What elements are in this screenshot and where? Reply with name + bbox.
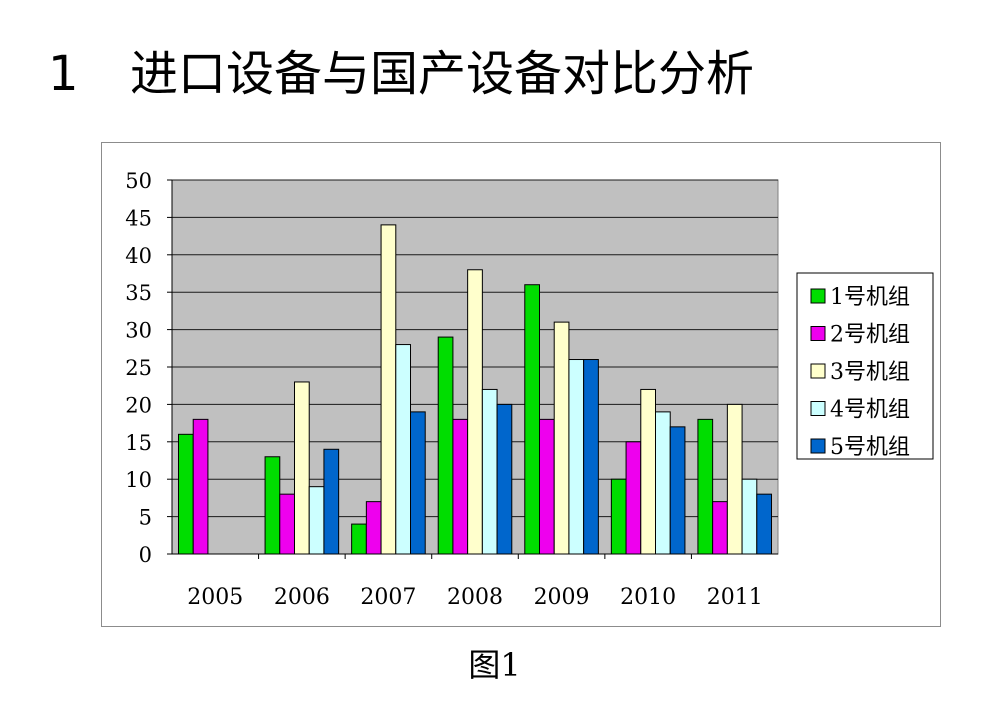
y-tick-label: 25 — [125, 356, 152, 380]
bar — [323, 448, 340, 555]
legend-swatch — [810, 288, 826, 304]
legend-label: 1号机组 — [830, 285, 910, 310]
y-tick-label: 45 — [125, 206, 152, 230]
y-tick-label: 5 — [139, 506, 152, 530]
bar — [568, 359, 585, 555]
legend-label: 5号机组 — [830, 435, 910, 460]
x-tick-label: 2007 — [360, 585, 416, 610]
bar — [177, 433, 194, 555]
legend-swatch — [810, 363, 826, 379]
y-tick-label: 20 — [125, 393, 152, 417]
figure-caption: 图1 — [468, 646, 521, 684]
bar — [380, 224, 397, 555]
bar — [697, 418, 714, 555]
y-tick-label: 40 — [125, 244, 152, 268]
legend-label: 4号机组 — [830, 398, 910, 423]
legend-label: 3号机组 — [830, 360, 910, 385]
bar — [410, 411, 426, 555]
bar — [452, 418, 469, 555]
bar — [437, 336, 454, 555]
bar — [481, 388, 498, 555]
chart-frame: 0 5 10 15 20 25 30 35 40 45 50 2005 2006 2007 2008 2009… — [101, 142, 941, 627]
bar — [625, 441, 642, 555]
bar — [726, 403, 743, 555]
bar — [496, 403, 513, 555]
bar — [712, 501, 728, 555]
bar — [756, 493, 773, 555]
page-heading: 1 进口设备与国产设备对比分析 — [48, 34, 754, 104]
bar — [655, 411, 671, 555]
bar — [293, 381, 310, 555]
bar — [583, 359, 599, 555]
bar — [279, 493, 295, 555]
x-tick-label: 2005 — [187, 585, 243, 610]
bar — [553, 321, 570, 555]
bar — [669, 426, 686, 555]
bar — [365, 501, 382, 555]
y-tick-label: 10 — [125, 468, 152, 492]
bar — [610, 478, 627, 555]
legend-swatch — [810, 326, 826, 341]
bar-chart: 0 5 10 15 20 25 30 35 40 45 50 2005 2006 2007 2008 2009… — [125, 169, 934, 610]
x-tick-label: 2006 — [274, 585, 330, 610]
bar — [640, 388, 657, 555]
legend-label: 2号机组 — [830, 323, 910, 348]
bar — [524, 284, 540, 555]
bar — [538, 418, 555, 555]
legend-swatch — [810, 438, 826, 454]
y-tick-label: 15 — [125, 431, 152, 455]
x-tick-label: 2008 — [447, 585, 503, 610]
y-tick-label: 50 — [125, 169, 152, 193]
heading-text: 进口设备与国产设备对比分析 — [130, 46, 755, 102]
bar — [351, 523, 367, 555]
x-tick-label: 2011 — [707, 585, 763, 610]
bar — [264, 456, 281, 555]
y-tick-label: 0 — [139, 543, 152, 567]
legend-swatch — [810, 401, 826, 416]
bar — [192, 418, 209, 555]
y-tick-label: 35 — [125, 281, 152, 305]
bar — [741, 478, 758, 555]
bar — [395, 344, 412, 555]
x-tick-label: 2010 — [620, 585, 676, 610]
x-tick-label: 2009 — [534, 585, 590, 610]
heading-number: 1 — [48, 46, 79, 102]
bar — [308, 486, 325, 555]
bar — [467, 269, 483, 555]
y-tick-label: 30 — [125, 319, 152, 343]
